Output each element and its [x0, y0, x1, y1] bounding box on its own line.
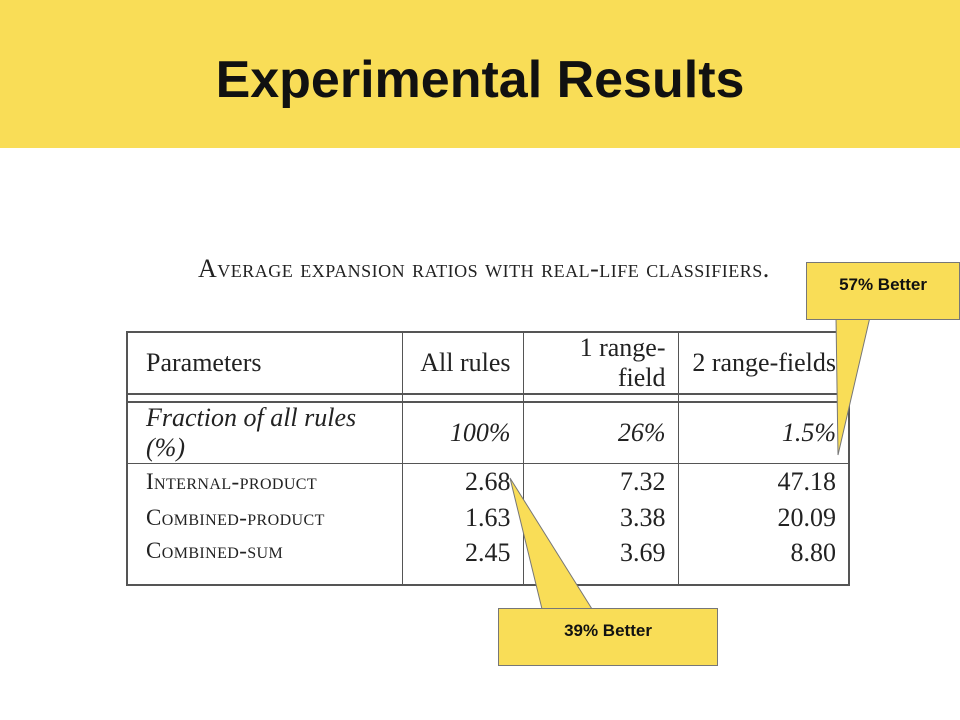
results-table-grid: Parameters All rules 1 range-field 2 ran… — [128, 333, 848, 584]
cell-value: 47.18 — [677, 463, 848, 500]
fraction-all-rules: 100% — [401, 402, 523, 464]
cell-value: 8.80 — [677, 536, 848, 584]
table-header-row: Parameters All rules 1 range-field 2 ran… — [128, 333, 848, 394]
header-2-range-fields: 2 range-fields — [677, 333, 848, 394]
table-row: Fraction of all rules (%) 100% 26% 1.5% — [128, 402, 848, 464]
row-label: Internal-product — [146, 469, 318, 494]
row-label: Combined-product — [146, 505, 325, 530]
header-1-range-field: 1 range-field — [522, 333, 678, 394]
fraction-2-range-fields: 1.5% — [677, 402, 848, 464]
title-band — [0, 0, 960, 148]
results-table: Parameters All rules 1 range-field 2 ran… — [126, 331, 850, 586]
callout-39-better: 39% Better — [498, 608, 718, 666]
cell-value: 1.63 — [401, 500, 523, 536]
slide-title: Experimental Results — [215, 51, 745, 109]
row-label: Combined-sum — [146, 538, 284, 563]
cell-value: 3.38 — [522, 500, 678, 536]
header-all-rules: All rules — [401, 333, 523, 394]
table-row: Combined-sum 2.45 3.69 8.80 — [128, 536, 848, 584]
table-row: Internal-product 2.68 7.32 47.18 — [128, 463, 848, 500]
cell-value: 7.32 — [522, 463, 678, 500]
fraction-label: Fraction of all rules (%) — [128, 402, 402, 464]
cell-value: 3.69 — [522, 536, 678, 584]
cell-value: 2.45 — [401, 536, 523, 584]
table-row: Combined-product 1.63 3.38 20.09 — [128, 500, 848, 536]
cell-value: 2.68 — [401, 463, 523, 500]
cell-value: 20.09 — [677, 500, 848, 536]
header-parameters: Parameters — [146, 348, 262, 377]
callout-57-better: 57% Better — [806, 262, 960, 320]
table-separator — [128, 393, 848, 403]
fraction-1-range-field: 26% — [522, 402, 678, 464]
table-caption: Average expansion ratios with real-life … — [198, 254, 770, 283]
